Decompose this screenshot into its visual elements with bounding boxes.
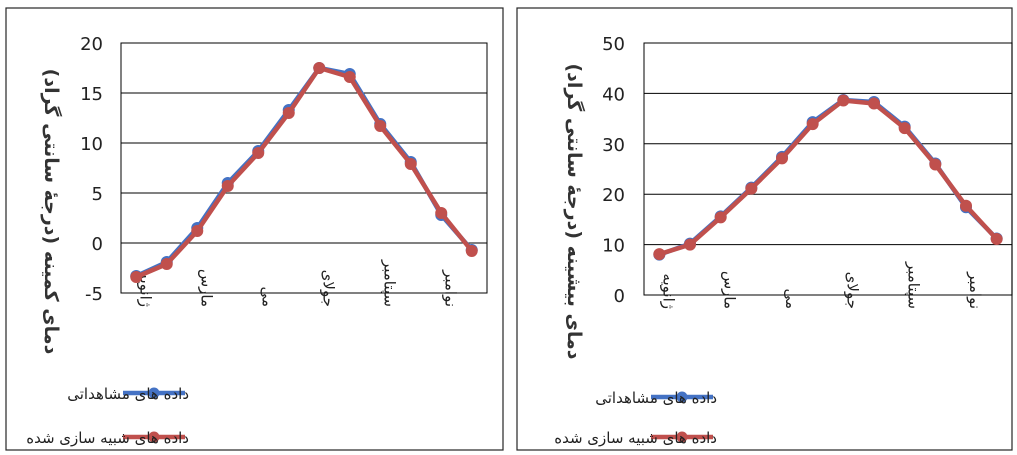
y-tick-label: 15: [80, 84, 103, 105]
x-tick-label: ژانویه: [659, 273, 677, 309]
series-line-2: [135, 65, 474, 280]
series-2-point: [404, 158, 417, 170]
x-tick-label: نوامبر: [966, 271, 984, 309]
series-2-point: [221, 180, 234, 192]
y-tick-label: 0: [614, 286, 625, 307]
y-tick-label: 10: [80, 134, 103, 155]
y-axis-title: دمای بیشینه (درجهٔ سانتی گراد): [563, 63, 586, 359]
y-tick-label: 50: [602, 34, 625, 55]
x-tick-label: سپتامبر: [379, 259, 398, 307]
series-2-point: [714, 211, 727, 224]
series-2-point: [374, 120, 387, 132]
chart-frame: [516, 7, 1013, 451]
y-tick-label: 5: [92, 184, 103, 205]
series-2-point: [191, 225, 204, 237]
series-2-point: [960, 199, 972, 212]
series-2-point: [465, 245, 478, 257]
series-2-point: [776, 152, 788, 165]
series-2-point: [684, 238, 696, 251]
series-2-point: [745, 182, 758, 195]
x-tick-label: مارس: [721, 271, 739, 309]
legend-label-1: داده های مشاهداتی: [595, 389, 717, 407]
series-2-point: [282, 107, 295, 119]
x-tick-label: می: [782, 288, 800, 309]
legend-marker-1: [676, 391, 688, 403]
x-tick-label: جولای: [319, 270, 337, 307]
legend-label-1: داده های مشاهداتی: [67, 385, 189, 403]
series-2-point: [160, 258, 173, 270]
legend-label-2: داده های شبیه سازی شده: [554, 429, 717, 447]
series-2-point: [868, 97, 880, 110]
x-tick-label: می: [258, 286, 276, 307]
chart-panel-2: 0 10 20 30 40 50 دمای بیشینه (درجهٔ سانتی گراد…: [516, 7, 1013, 451]
series-2-point: [837, 94, 850, 107]
series-2-point: [130, 271, 143, 283]
x-tick-label: سپتامبر: [904, 261, 923, 309]
series-line-2: [658, 98, 999, 257]
y-tick-label: -5: [85, 284, 103, 305]
series-2-point: [435, 207, 448, 219]
legend-label-2: داده های شبیه سازی شده: [26, 429, 189, 447]
series-2-point: [898, 122, 911, 135]
y-tick-label: 10: [602, 236, 625, 257]
legend-marker-2: [676, 431, 688, 443]
y-tick-label: 40: [602, 84, 625, 105]
y-axis-title: دمای کمینه (درجهٔ سانتی گراد): [40, 69, 63, 355]
series-2-point: [929, 158, 942, 171]
y-tick-label: 30: [602, 135, 625, 156]
series-2-point: [653, 248, 666, 261]
y-tick-label: 0: [92, 234, 103, 255]
x-tick-label: جولای: [843, 272, 861, 309]
series-2-point: [343, 71, 356, 83]
series-2-point: [806, 118, 819, 131]
y-tick-label: 20: [80, 34, 103, 55]
series-2-point: [252, 147, 265, 159]
series-2-point: [990, 233, 1003, 246]
legend-marker-2: [148, 431, 160, 443]
chart-frame: [5, 7, 504, 451]
x-tick-label: مارس: [197, 269, 215, 307]
x-tick-label: نوامبر: [441, 269, 459, 307]
y-tick-label: 20: [602, 185, 625, 206]
series-2-point: [313, 62, 326, 74]
legend-marker-1: [148, 387, 160, 399]
